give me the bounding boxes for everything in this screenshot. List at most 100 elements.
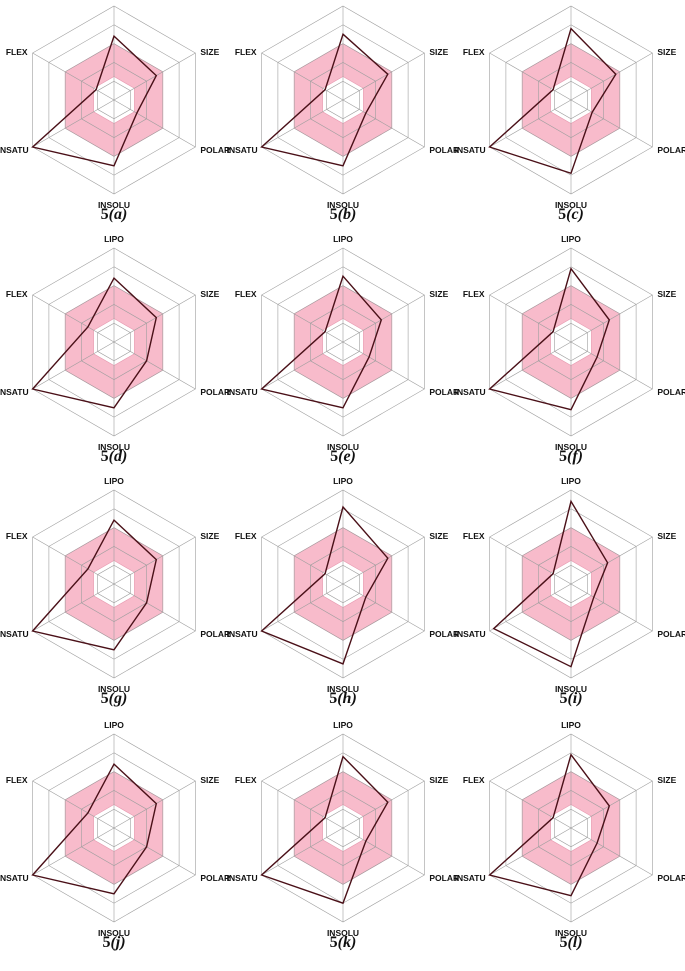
caption-number: 5 [559,690,568,707]
axis-label: INSOLU [98,200,130,210]
caption-number: 5 [329,690,338,707]
radar-chart: LIPO SIZE POLAR INSOLU INSATU FLEX [455,476,685,694]
axis-label: INSATU [0,387,29,397]
caption-number: 5 [330,448,339,465]
caption-number: 5 [329,934,338,951]
axis-label: POLAR [657,629,685,639]
chart-caption: 5(f) [457,448,685,466]
chart-caption: 5(l) [457,934,685,952]
grid-spoke [261,780,344,829]
grid-spoke [342,827,425,876]
axis-label: INSATU [455,873,486,883]
axis-label: POLAR [200,629,230,639]
chart-caption: 5(k) [229,934,457,952]
axis-label: INSATU [227,873,258,883]
grid-spoke [32,99,115,148]
axis-label: INSATU [0,873,29,883]
radar-chart: LIPO SIZE POLAR INSOLU INSATU FLEX [455,234,685,452]
caption-number: 5 [100,206,109,223]
series-line [260,755,389,905]
axis-label: SIZE [200,47,219,57]
grid-spoke [342,52,425,101]
radar-panel: LIPO SIZE POLAR INSOLU INSATU FLEX 5(a) [0,0,230,223]
radar-chart: LIPO SIZE POLAR INSOLU INSATU FLEX [0,720,230,938]
axis-label: FLEX [463,531,485,541]
grid-spoke [342,341,425,390]
caption-letter: (i) [567,690,583,707]
radar-panel: LIPO SIZE POLAR INSOLU INSATU FLEX 5(j) [0,720,230,951]
axis-label: INSOLU [98,442,130,452]
grid-spoke [113,341,196,390]
grid-spoke [489,294,572,343]
caption-number: 5 [558,206,567,223]
grid-spoke [489,536,572,585]
axis-label: INSATU [455,387,486,397]
caption-letter: (c) [566,206,584,223]
grid-spoke [32,583,115,632]
axis-label: FLEX [463,47,485,57]
grid-spoke [261,99,344,148]
radar-chart: LIPO SIZE POLAR INSOLU INSATU FLEX [227,234,460,452]
axis-label: INSOLU [98,684,130,694]
radar-panel: LIPO SIZE POLAR INSOLU INSATU FLEX 5(i) [455,476,685,707]
axis-label: SIZE [657,289,676,299]
caption-number: 5 [559,448,567,465]
series-line [260,505,389,665]
radar-chart: LIPO SIZE POLAR INSOLU INSATU FLEX [0,234,230,452]
grid-spoke [113,827,196,876]
axis-label: INSATU [227,145,258,155]
series-line [260,32,389,167]
caption-letter: (j) [110,934,126,951]
caption-letter: (g) [108,690,128,707]
axis-label: POLAR [200,145,230,155]
chart-caption: 5(d) [0,448,228,466]
caption-letter: (e) [338,448,356,465]
grid-spoke [113,52,196,101]
axis-label: INSATU [227,387,258,397]
series-line [488,27,617,175]
axis-label: LIPO [333,0,353,2]
axis-label: SIZE [657,47,676,57]
axis-label: INSOLU [555,928,587,938]
grid-spoke [261,52,344,101]
grid-spoke [113,294,196,343]
axis-label: LIPO [333,234,353,244]
grid-spoke [570,583,653,632]
axis-label: SIZE [429,47,448,57]
series-line [488,753,611,897]
series-line [31,518,158,651]
axis-label: POLAR [429,387,459,397]
chart-caption: 5(c) [457,206,685,224]
chart-caption: 5(e) [229,448,457,466]
axis-label: LIPO [561,234,581,244]
grid-spoke [489,52,572,101]
axis-label: SIZE [429,289,448,299]
radar-chart: LIPO SIZE POLAR INSOLU INSATU FLEX [0,0,230,210]
axis-label: SIZE [657,775,676,785]
caption-letter: (d) [108,448,128,465]
series-line [260,274,383,409]
grid-spoke [570,294,653,343]
grid-spoke [489,780,572,829]
radar-chart: LIPO SIZE POLAR INSOLU INSATU FLEX [0,476,230,694]
grid-spoke [32,827,115,876]
axis-label: SIZE [429,531,448,541]
caption-letter: (h) [337,690,357,707]
axis-label: POLAR [200,873,230,883]
axis-label: SIZE [200,775,219,785]
radar-chart: LIPO SIZE POLAR INSOLU INSATU FLEX [227,476,460,694]
series-line [492,499,609,668]
axis-label: INSOLU [327,200,359,210]
axis-label: LIPO [333,476,353,486]
radar-chart: LIPO SIZE POLAR INSOLU INSATU FLEX [455,720,685,938]
axis-label: FLEX [235,47,257,57]
axis-label: INSATU [0,145,29,155]
caption-number: 5 [102,934,111,951]
grid-spoke [113,583,196,632]
axis-label: FLEX [463,289,485,299]
grid-spoke [32,52,115,101]
axis-label: LIPO [104,234,124,244]
axis-label: FLEX [6,289,28,299]
caption-number: 5 [100,690,109,707]
series-line [488,267,611,411]
